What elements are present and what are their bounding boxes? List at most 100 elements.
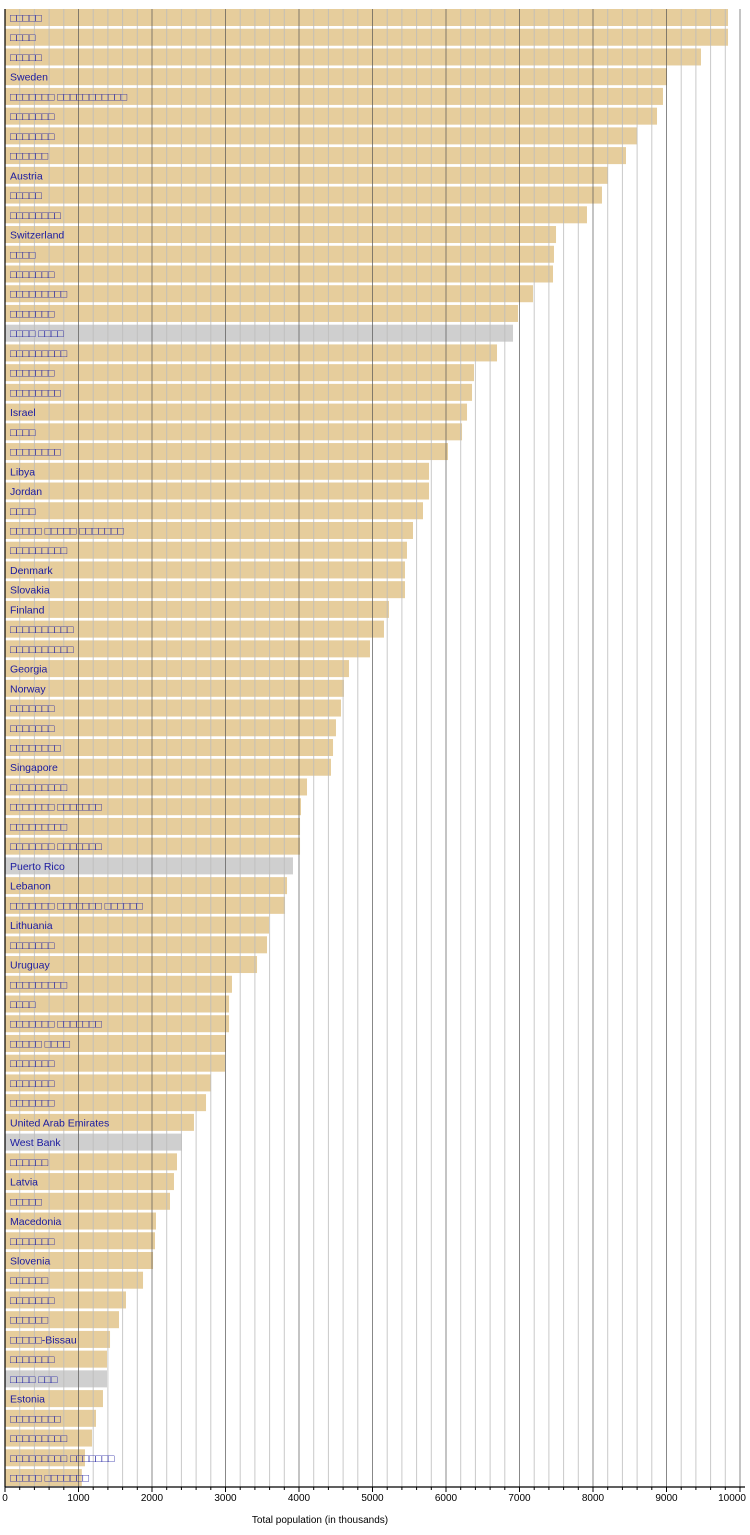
- bar-label[interactable]: United Arab Emirates: [10, 1117, 109, 1129]
- bar-label[interactable]: □□□□□□□: [10, 131, 55, 143]
- bar-label[interactable]: Norway: [10, 683, 46, 695]
- bar-label[interactable]: □□□□□□: [10, 1275, 49, 1287]
- bar-label[interactable]: □□□□□□□ □□□□□□□: [10, 802, 102, 814]
- bar-label[interactable]: □□□□□□□: [10, 1058, 55, 1070]
- bar-label[interactable]: Sweden: [10, 72, 48, 84]
- bar: [5, 186, 602, 204]
- bar-label[interactable]: □□□□□□□□□: [10, 782, 68, 794]
- bar-label[interactable]: □□□□□: [10, 52, 42, 64]
- bar-label[interactable]: □□□□□□□□□: [10, 821, 68, 833]
- bar-label[interactable]: Libya: [10, 466, 35, 478]
- bar-label[interactable]: □□□□□□□: [10, 269, 55, 281]
- bar-label[interactable]: □□□□□□□ □□□□□□□: [10, 841, 102, 853]
- bar-label[interactable]: Uruguay: [10, 960, 50, 972]
- bar-label[interactable]: □□□□□□: [10, 151, 49, 163]
- bar-label[interactable]: Denmark: [10, 565, 53, 577]
- bar-label[interactable]: □□□□□□□□□: [10, 1433, 68, 1445]
- bar-label[interactable]: □□□□□□□: [10, 111, 55, 123]
- bar: [5, 1350, 108, 1368]
- bar-label[interactable]: □□□□□□□□□: [10, 545, 68, 557]
- bar-label[interactable]: □□□□□□□□: [10, 743, 61, 755]
- bar: [5, 778, 308, 796]
- bar-label[interactable]: □□□□□□□: [10, 368, 55, 380]
- bar-label[interactable]: □□□□□ □□□□□□□: [10, 1473, 90, 1485]
- bar-label[interactable]: Latvia: [10, 1177, 38, 1189]
- bar: [5, 1469, 82, 1487]
- bar-label[interactable]: West Bank: [10, 1137, 61, 1149]
- bar-label[interactable]: □□□□□□□□□: [10, 289, 68, 301]
- bar-label[interactable]: □□□□□□□: [10, 703, 55, 715]
- bar-label[interactable]: Lebanon: [10, 881, 51, 893]
- bar-label[interactable]: □□□□□ □□□□□ □□□□□□□: [10, 525, 124, 537]
- bar: [5, 1271, 144, 1289]
- bar-label[interactable]: □□□□: [10, 427, 36, 439]
- bar-label[interactable]: □□□□: [10, 506, 36, 518]
- bar-label[interactable]: Macedonia: [10, 1216, 62, 1228]
- bar: [5, 995, 230, 1013]
- bar-label[interactable]: Lithuania: [10, 920, 53, 932]
- bar-label[interactable]: □□□□: [10, 32, 36, 44]
- bar-label[interactable]: Switzerland: [10, 230, 64, 242]
- bar-label[interactable]: □□□□□□□: [10, 940, 55, 952]
- bar: [5, 660, 349, 678]
- bar: [5, 443, 448, 461]
- bar-label[interactable]: □□□□□ □□□□: [10, 1038, 71, 1050]
- bar-label[interactable]: □□□□□□□: [10, 1354, 55, 1366]
- bar-label[interactable]: □□□□□□□□□□: [10, 644, 74, 656]
- bar-label[interactable]: □□□□: [10, 999, 36, 1011]
- bar-label[interactable]: □□□□□□□: [10, 1236, 55, 1248]
- bar-label[interactable]: Slovakia: [10, 585, 50, 597]
- bar: [5, 877, 288, 895]
- bar-label[interactable]: Puerto Rico: [10, 861, 65, 873]
- bar: [5, 1449, 85, 1467]
- bar: [5, 1330, 111, 1348]
- bar-label[interactable]: Finland: [10, 604, 45, 616]
- bar-label[interactable]: Austria: [10, 170, 43, 182]
- bar: [5, 462, 430, 480]
- bar: [5, 739, 334, 757]
- bar-label[interactable]: □□□□□□□□: [10, 1413, 61, 1425]
- bar-label[interactable]: □□□□□□□□□: [10, 348, 68, 360]
- bar-label[interactable]: □□□□□□□: [10, 1098, 55, 1110]
- bar-label[interactable]: □□□□□□□□: [10, 210, 61, 222]
- bar-label[interactable]: □□□□□□□ □□□□□□□□□□□: [10, 91, 128, 103]
- bar-label[interactable]: Slovenia: [10, 1255, 50, 1267]
- bar-label[interactable]: □□□□ □□□□: [10, 328, 64, 340]
- bar-label[interactable]: □□□□□: [10, 1196, 42, 1208]
- bar-label[interactable]: □□□□□□□: [10, 723, 55, 735]
- bar: [5, 364, 475, 382]
- bar-label[interactable]: Israel: [10, 407, 36, 419]
- bar-label[interactable]: □□□□□: [10, 190, 42, 202]
- bar-label[interactable]: □□□□□□□□□□: [10, 624, 74, 636]
- bar-label[interactable]: □□□□□□□ □□□□□□□ □□□□□□: [10, 900, 143, 912]
- bar-label[interactable]: □□□□□□□: [10, 1078, 55, 1090]
- bar-label[interactable]: □□□□□-Bissau: [10, 1334, 77, 1346]
- bar: [5, 1034, 227, 1052]
- bar-label[interactable]: □□□□□□□□□: [10, 979, 68, 991]
- bar: [5, 936, 268, 954]
- bar-label[interactable]: □□□□□□□: [10, 308, 55, 320]
- bar: [5, 9, 729, 26]
- bar-label[interactable]: Jordan: [10, 486, 42, 498]
- bar-label[interactable]: Georgia: [10, 664, 48, 676]
- bar-label[interactable]: □□□□ □□□: [10, 1374, 58, 1386]
- bar-label[interactable]: □□□□□□□□: [10, 387, 61, 399]
- bar-label[interactable]: □□□□□: [10, 13, 42, 25]
- bar: [5, 896, 286, 914]
- bar-label[interactable]: □□□□□□: [10, 1315, 49, 1327]
- x-axis-title: Total population (in thousands): [252, 1515, 388, 1526]
- bar-label[interactable]: □□□□□□□□: [10, 447, 61, 459]
- bar: [5, 541, 407, 559]
- bar-label[interactable]: Singapore: [10, 762, 58, 774]
- x-tick-label: 7000: [508, 1493, 531, 1504]
- bar: [5, 1291, 126, 1309]
- bar-label[interactable]: Estonia: [10, 1394, 45, 1406]
- bar-label[interactable]: □□□□□□□□□ □□□□□□□: [10, 1453, 115, 1465]
- bar-label[interactable]: □□□□: [10, 249, 36, 261]
- bar-label[interactable]: □□□□□□: [10, 1157, 49, 1169]
- bar: [5, 758, 331, 776]
- bar: [5, 28, 729, 46]
- bar-label[interactable]: □□□□□□□: [10, 1295, 55, 1307]
- bar-label[interactable]: □□□□□□□ □□□□□□□: [10, 1019, 102, 1031]
